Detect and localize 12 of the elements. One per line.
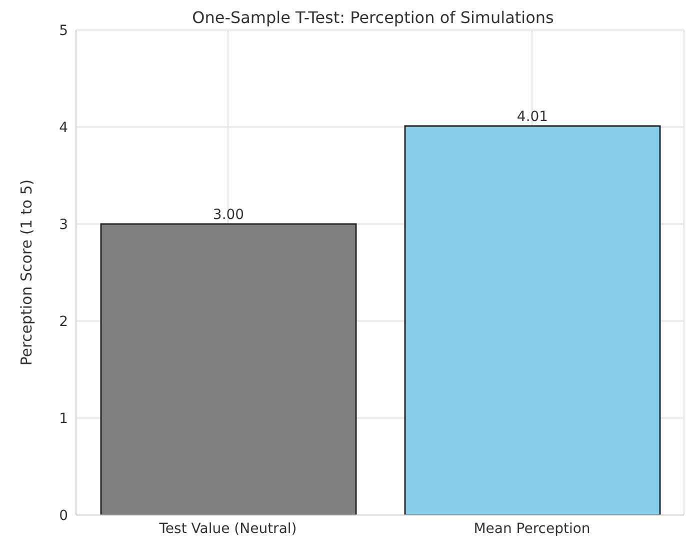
x-tick-label: Test Value (Neutral) [158, 520, 297, 537]
y-tick-label: 0 [59, 508, 68, 524]
y-tick-label: 3 [59, 216, 68, 233]
y-tick-label: 2 [59, 314, 68, 330]
y-tick-label: 1 [59, 410, 68, 427]
x-tick-label: Mean Perception [474, 520, 590, 537]
y-axis-title: Perception Score (1 to 5) [17, 179, 36, 366]
y-tick-label: 4 [59, 120, 68, 136]
chart-title: One-Sample T-Test: Perception of Simulations [191, 8, 555, 27]
data-label: 3.00 [212, 207, 244, 223]
data-label: 4.01 [516, 109, 548, 126]
y-tick-label: 5 [59, 22, 68, 39]
